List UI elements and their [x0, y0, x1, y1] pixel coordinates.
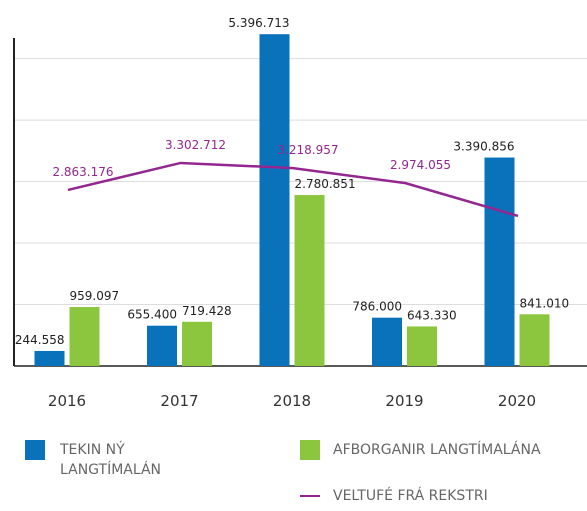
- x-tick-label: 2019: [385, 392, 423, 410]
- legend-swatch: [300, 495, 320, 497]
- legend-label: VELTUFÉ FRÁ REKSTRI: [333, 488, 488, 504]
- data-label: 841.010: [520, 296, 570, 310]
- data-label: 719.428: [182, 304, 232, 318]
- data-label: 2.974.055: [390, 158, 451, 172]
- data-label: 3.390.856: [453, 140, 514, 154]
- legend-swatch: [25, 440, 45, 460]
- data-label: 786.000: [352, 300, 402, 314]
- bar: [519, 314, 550, 366]
- legend-label: TEKIN NÝ LANGTÍMALÁN: [60, 442, 162, 478]
- line: [67, 161, 519, 218]
- data-label: 643.330: [407, 308, 457, 322]
- data-label: 959.097: [70, 289, 120, 303]
- x-tick-label: 2018: [273, 392, 311, 410]
- x-tick-label: 2017: [160, 392, 198, 410]
- data-label: 3.302.712: [165, 138, 226, 152]
- data-label: 3.218.957: [277, 143, 338, 157]
- bar: [484, 157, 515, 366]
- data-label: 2.863.176: [52, 165, 113, 179]
- bar: [407, 326, 437, 366]
- x-tick-label: 2020: [498, 392, 536, 410]
- legend-label: AFBORGANIR LANGTÍMALÁNA: [333, 442, 541, 458]
- chart: 2016 2017 2018 2019 2020 244.558 655.400 5.396.…: [13, 16, 587, 410]
- bar: [294, 195, 325, 366]
- data-label: 244.558: [15, 333, 65, 347]
- x-tick-label: 2016: [48, 392, 86, 410]
- bar: [34, 350, 65, 366]
- bar: [372, 317, 402, 366]
- data-label: 5.396.713: [228, 16, 289, 30]
- data-label: 2.780.851: [295, 177, 356, 191]
- bar: [259, 34, 290, 367]
- bar: [182, 321, 212, 366]
- bar: [69, 307, 100, 366]
- legend-swatch: [300, 440, 320, 460]
- data-label: 655.400: [127, 308, 177, 322]
- bar: [147, 325, 177, 366]
